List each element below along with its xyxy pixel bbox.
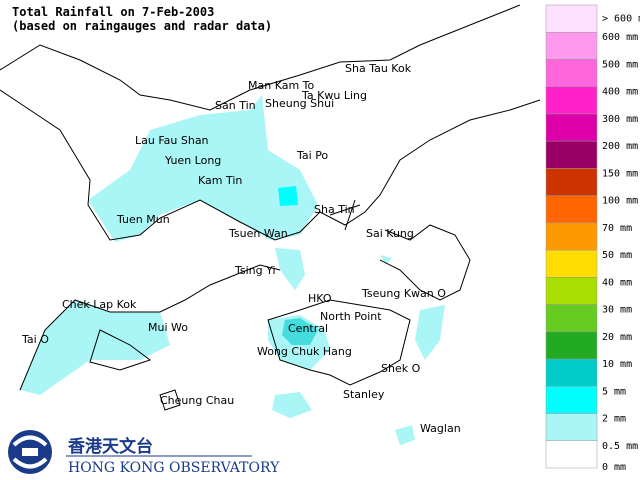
legend-swatch — [545, 249, 598, 278]
legend-swatch — [545, 222, 598, 251]
legend-swatch — [545, 304, 598, 333]
place-label: Chek Lap Kok — [62, 298, 137, 311]
legend-label: 5 mm — [602, 386, 626, 397]
place-label: Tsing Yi — [234, 264, 276, 277]
legend-label: 50 mm — [602, 250, 632, 261]
place-label: Sha Tin — [314, 203, 355, 216]
legend-swatch — [545, 358, 598, 387]
place-label: Wong Chuk Hang — [257, 345, 352, 358]
subtitle: (based on raingauges and radar data) — [12, 19, 272, 33]
legend-label: 30 mm — [602, 305, 632, 316]
legend-label: 150 mm — [602, 168, 638, 179]
place-label: Central — [288, 322, 328, 335]
place-label: Kam Tin — [198, 174, 242, 187]
place-label: Tseung Kwan O — [361, 287, 446, 300]
logo: 香港天文台 HONG KONG OBSERVATORY — [8, 430, 280, 476]
legend-label: 2 mm — [602, 414, 626, 425]
legend-swatch — [545, 59, 598, 87]
legend-label: 200 mm — [602, 141, 638, 152]
place-label: Sha Tau Kok — [345, 62, 412, 75]
legend-label: > 600 mm — [602, 13, 640, 24]
place-label: HKO — [308, 292, 332, 305]
legend-swatch — [545, 4, 598, 33]
place-label: North Point — [320, 310, 382, 323]
legend-swatch — [545, 331, 598, 360]
legend: > 600 mm 600 mm 500 mm 400 mm 300 mm 200 mm 15… — [545, 4, 640, 473]
legend-swatch — [545, 386, 598, 414]
place-labels: Sha Tau Kok Man Kam To Ta Kwu Ling San T… — [21, 62, 461, 435]
legend-swatch — [545, 168, 598, 196]
place-label: Ta Kwu Ling — [301, 89, 367, 102]
place-label: Shek O — [381, 362, 421, 375]
place-label: Sai Kung — [366, 227, 414, 240]
legend-swatch — [545, 413, 598, 442]
legend-swatch — [545, 195, 598, 224]
place-label: Cheung Chau — [160, 394, 234, 407]
legend-label: 20 mm — [602, 332, 632, 343]
place-label: Tsuen Wan — [228, 227, 288, 240]
place-label: Tai O — [21, 333, 49, 346]
legend-label: 300 mm — [602, 114, 638, 125]
coastlines — [0, 4, 541, 411]
place-label: San Tin — [215, 99, 256, 112]
legend-label: 0.5 mm — [602, 441, 638, 452]
place-label: Mui Wo — [148, 321, 188, 334]
place-label: Yuen Long — [164, 154, 221, 167]
logo-english: HONG KONG OBSERVATORY — [68, 460, 280, 476]
place-label: Man Kam To — [248, 79, 315, 92]
legend-swatch — [545, 113, 598, 142]
legend-label: 10 mm — [602, 359, 632, 370]
legend-label: 500 mm — [602, 59, 638, 70]
legend-label: 70 mm — [602, 223, 632, 234]
legend-swatch — [545, 277, 598, 305]
place-label: Stanley — [343, 388, 385, 401]
legend-swatch — [545, 140, 598, 169]
legend-label: 0 mm — [602, 462, 626, 473]
title: Total Rainfall on 7-Feb-2003 — [12, 5, 214, 19]
legend-swatch — [545, 86, 598, 115]
legend-swatch — [545, 31, 598, 60]
rain-areas — [20, 95, 445, 445]
legend-label: 100 mm — [602, 196, 638, 207]
legend-label: 40 mm — [602, 277, 632, 288]
legend-swatch — [545, 440, 598, 469]
place-label: Waglan — [420, 422, 461, 435]
place-label: Tai Po — [296, 149, 328, 162]
place-label: Sheung Shui — [265, 97, 334, 110]
place-label: Tuen Mun — [116, 213, 170, 226]
logo-chinese: 香港天文台 — [68, 436, 153, 457]
legend-label: 600 mm — [602, 32, 638, 43]
place-label: Lau Fau Shan — [135, 134, 209, 147]
legend-label: 400 mm — [602, 87, 638, 98]
